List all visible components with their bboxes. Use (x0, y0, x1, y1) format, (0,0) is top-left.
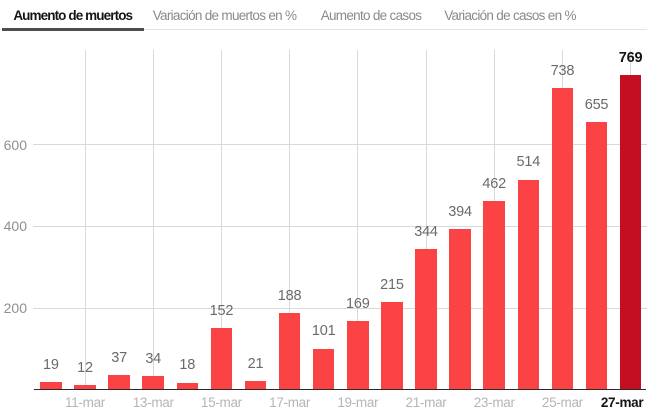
tab-label: Aumento de muertos (13, 7, 133, 23)
bar-chart: 200 400 600 19 12 37 34 18 152 21 188 101 169 215 344 3… (0, 30, 647, 417)
value-label: 344 (414, 224, 438, 240)
x-axis-label-27-mar: 27-mar (600, 394, 644, 410)
bar-13[interactable] (449, 228, 471, 390)
tab-label: Variación de casos en % (444, 7, 576, 23)
x-axis-label-11-mar: 11-mar (65, 394, 105, 410)
value-label: 738 (550, 62, 575, 79)
value-label: 37 (111, 349, 127, 366)
x-axis-label-23-mar: 23-mar (473, 394, 515, 410)
x-gridline (425, 50, 427, 390)
tab-label: Variación de muertos en % (152, 7, 297, 23)
x-axis-label-17-mar: 17-mar (269, 394, 311, 410)
tab-bar: Aumento de muertos Variación de muertos e… (0, 0, 647, 32)
x-axis-line (34, 388, 646, 391)
value-label: 12 (77, 359, 93, 376)
bar-9[interactable] (312, 348, 335, 390)
value-label: 169 (346, 295, 370, 312)
x-gridline (84, 50, 86, 390)
value-label: 514 (516, 154, 541, 171)
value-label: 34 (145, 350, 162, 367)
value-label: 462 (482, 175, 506, 192)
x-axis-label-25-mar: 25-mar (541, 394, 583, 410)
value-label: 769 (618, 50, 643, 67)
bar-7[interactable] (244, 381, 267, 390)
bar-highlight[interactable] (619, 75, 642, 390)
y-axis-label: 200 (3, 300, 27, 317)
x-axis-label-19-mar: 19-mar (337, 394, 379, 410)
value-label: 215 (380, 276, 404, 293)
x-axis-label-13-mar: 13-mar (132, 394, 174, 410)
bar-1[interactable] (40, 382, 62, 390)
bar-4[interactable] (142, 376, 164, 390)
bar-6[interactable] (210, 327, 233, 390)
active-tab-underline (2, 27, 144, 32)
y-gridline-600 (33, 144, 647, 146)
bar-3[interactable] (108, 374, 130, 390)
x-gridline (357, 50, 359, 390)
y-axis-label: 600 (3, 136, 27, 153)
bar-16[interactable] (551, 88, 574, 390)
value-label: 655 (584, 96, 609, 113)
tab-aumento-de-muertos[interactable]: Aumento de muertos (2, 0, 144, 32)
value-label: 152 (209, 302, 234, 319)
y-gridline-400 (33, 225, 647, 227)
tab-variacion-de-casos[interactable]: Variación de casos en % (431, 0, 589, 30)
bar-5[interactable] (176, 382, 199, 390)
bar-12[interactable] (415, 249, 437, 390)
x-axis-label-21-mar: 21-mar (405, 394, 447, 410)
tab-variacion-de-muertos[interactable]: Variación de muertos en % (144, 0, 306, 30)
bar-10[interactable] (347, 320, 369, 390)
value-label: 394 (448, 203, 472, 220)
tab-aumento-de-casos[interactable]: Aumento de casos (311, 0, 431, 30)
value-label: 18 (179, 357, 196, 374)
bar-14[interactable] (483, 201, 505, 390)
value-label: 101 (311, 323, 336, 340)
value-label: 188 (277, 287, 302, 304)
bar-8[interactable] (278, 313, 301, 390)
x-gridline (289, 50, 291, 390)
bar-17[interactable] (585, 122, 608, 390)
x-gridline (152, 50, 154, 390)
tab-label: Aumento de casos (320, 7, 422, 23)
bar-15[interactable] (517, 179, 540, 390)
bar-2[interactable] (74, 385, 96, 390)
y-axis-label: 400 (3, 218, 27, 235)
value-label: 21 (247, 356, 264, 373)
y-gridline-200 (33, 307, 647, 309)
tab-bar-divider (0, 29, 647, 30)
x-axis-label-15-mar: 15-mar (200, 394, 242, 410)
value-label: 19 (43, 356, 59, 373)
x-gridline (220, 50, 222, 390)
bar-11[interactable] (381, 302, 403, 390)
